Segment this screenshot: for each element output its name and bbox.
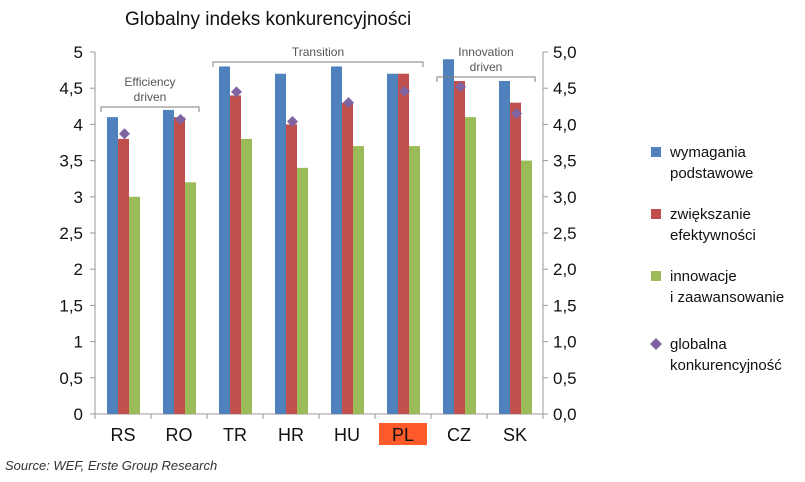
- y-tick-label-right: 5,0: [553, 43, 577, 62]
- annotation-bracket: [100, 106, 200, 112]
- annotation-label: driven: [470, 60, 503, 74]
- bar-wymagania-podstawowe-RS: [107, 117, 118, 414]
- bar-zwiększanie-efektywności-PL: [398, 73, 409, 414]
- y-tick-label-right: 4,0: [553, 115, 577, 134]
- bar-wymagania-podstawowe-TR: [219, 66, 230, 414]
- bar-wymagania-podstawowe-CZ: [443, 59, 454, 415]
- y-tick-label-right: 4,5: [553, 79, 577, 98]
- plot-area: 0 0,5 1 1,5 2 2,5 3 3,5 4 4,5 5 0,0 0,5 1,0 1,5 2,0 2,5 3…: [59, 43, 577, 445]
- legend-swatch: [651, 147, 661, 157]
- y-tick-label-left: 3,5: [59, 152, 83, 171]
- annotation-label: Innovation: [458, 45, 513, 59]
- bar-zwiększanie-efektywności-RS: [118, 138, 129, 414]
- legend: wymagania podstawowe zwiększanie efektywnoś…: [650, 144, 784, 374]
- y-tick-label-left: 1: [74, 333, 83, 352]
- category-highlight-box: [379, 423, 427, 445]
- annotation-label: driven: [134, 90, 167, 104]
- legend-label: podstawowe: [670, 165, 753, 182]
- y-tick-label-left: 5: [74, 43, 83, 62]
- x-tick-label: HU: [334, 425, 360, 445]
- bar-wymagania-podstawowe-SK: [499, 80, 510, 415]
- bar-wymagania-podstawowe-PL: [387, 73, 398, 414]
- marker-global-competitiveness-TR: [231, 86, 242, 98]
- y-tick-label-left: 2: [74, 260, 83, 279]
- x-tick-label: RO: [166, 425, 193, 445]
- legend-swatch: [651, 209, 661, 219]
- x-tick-label: RS: [110, 425, 135, 445]
- bar-zwiększanie-efektywności-HR: [286, 124, 297, 415]
- y-tick-label-right: 0,0: [553, 405, 577, 424]
- y-tick-label-left: 0,5: [59, 369, 83, 388]
- bar-wymagania-podstawowe-HU: [331, 66, 342, 414]
- x-tick-label: TR: [223, 425, 247, 445]
- bar-wymagania-podstawowe-RO: [163, 109, 174, 415]
- annotation-label: Transition: [292, 45, 344, 59]
- bar-innowacje-i-zaawansowanie-TR: [241, 138, 252, 414]
- bar-innowacje-i-zaawansowanie-SK: [521, 160, 532, 414]
- legend-label: efektywności: [670, 227, 756, 244]
- y-tick-label-right: 2,0: [553, 260, 577, 279]
- bar-zwiększanie-efektywności-HU: [342, 102, 353, 415]
- bar-zwiększanie-efektywności-CZ: [454, 80, 465, 415]
- marker-global-competitiveness-CZ: [455, 81, 466, 93]
- chart-title: Globalny indeks konkurencyjności: [125, 9, 411, 30]
- y-tick-label-right: 1,0: [553, 333, 577, 352]
- marker-global-competitiveness-SK: [511, 108, 522, 120]
- y-tick-label-left: 0: [74, 405, 83, 424]
- source-note: Source: WEF, Erste Group Research: [5, 458, 217, 473]
- bar-innowacje-i-zaawansowanie-PL: [409, 146, 420, 414]
- legend-label: i zaawansowanie: [670, 289, 784, 306]
- y-tick-label-left: 2,5: [59, 224, 83, 243]
- bar-zwiększanie-efektywności-TR: [230, 95, 241, 414]
- bar-innowacje-i-zaawansowanie-HU: [353, 146, 364, 414]
- marker-global-competitiveness-RO: [175, 113, 186, 125]
- bar-innowacje-i-zaawansowanie-CZ: [465, 117, 476, 414]
- marker-global-competitiveness-HU: [343, 97, 354, 109]
- legend-label: zwiększanie: [670, 206, 751, 223]
- x-tick-label: HR: [278, 425, 304, 445]
- annotation-bracket: [436, 76, 536, 82]
- y-tick-label-left: 4: [74, 115, 83, 134]
- bar-innowacje-i-zaawansowanie-HR: [297, 167, 308, 414]
- legend-label: wymagania: [669, 144, 747, 161]
- marker-global-competitiveness-HR: [287, 116, 298, 128]
- legend-label: konkurencyjność: [670, 357, 782, 374]
- bar-innowacje-i-zaawansowanie-RO: [185, 182, 196, 414]
- legend-label: globalna: [670, 336, 727, 353]
- annotation-label: Efficiency: [124, 75, 175, 89]
- x-tick-label: SK: [503, 425, 527, 445]
- y-tick-label-right: 1,5: [553, 296, 577, 315]
- legend-swatch: [650, 338, 662, 350]
- x-tick-label: PL: [392, 425, 414, 445]
- marker-global-competitiveness-PL: [399, 85, 410, 97]
- y-tick-label-right: 3,5: [553, 152, 577, 171]
- bar-innowacje-i-zaawansowanie-RS: [129, 196, 140, 414]
- bar-zwiększanie-efektywności-SK: [510, 102, 521, 415]
- x-tick-label: CZ: [447, 425, 471, 445]
- y-tick-label-left: 1,5: [59, 296, 83, 315]
- y-tick-label-left: 3: [74, 188, 83, 207]
- marker-global-competitiveness-RS: [119, 128, 130, 140]
- annotation-bracket: [212, 61, 424, 67]
- bar-wymagania-podstawowe-HR: [275, 73, 286, 414]
- y-tick-label-right: 3,0: [553, 188, 577, 207]
- y-tick-label-left: 4,5: [59, 79, 83, 98]
- y-tick-label-right: 2,5: [553, 224, 577, 243]
- legend-label: innowacje: [670, 268, 737, 285]
- y-tick-label-right: 0,5: [553, 369, 577, 388]
- legend-swatch: [651, 271, 661, 281]
- bar-zwiększanie-efektywności-RO: [174, 117, 185, 414]
